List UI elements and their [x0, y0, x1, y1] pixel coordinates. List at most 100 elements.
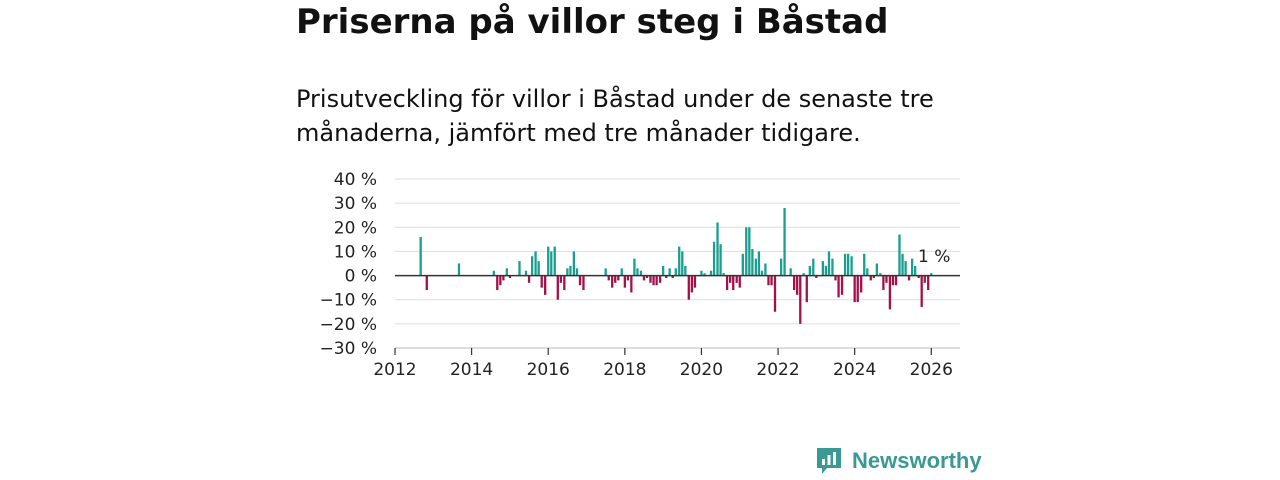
- bar: [805, 275, 808, 303]
- bar: [582, 275, 585, 291]
- bar: [563, 275, 566, 291]
- bar: [888, 275, 892, 310]
- bar: [502, 275, 505, 281]
- bar: [639, 270, 643, 276]
- y-tick-label: −30 %: [320, 339, 377, 359]
- bar: [770, 275, 773, 286]
- bar: [898, 234, 901, 276]
- x-tick-label: 2024: [833, 360, 876, 380]
- bar: [690, 275, 694, 293]
- bar: [607, 275, 610, 281]
- bar: [901, 253, 904, 276]
- newsworthy-chart-icon: [817, 448, 841, 474]
- bar: [674, 268, 677, 276]
- bar: [802, 273, 805, 276]
- bar: [843, 253, 847, 276]
- bar: [745, 227, 748, 276]
- bar: [914, 265, 917, 276]
- bar: [891, 275, 895, 286]
- bar: [709, 270, 713, 276]
- bar: [617, 275, 620, 281]
- y-tick-label: 0 %: [345, 267, 377, 287]
- bar: [550, 251, 553, 276]
- bar: [658, 275, 662, 283]
- bar: [930, 273, 933, 276]
- bar: [645, 275, 649, 278]
- bar: [748, 227, 751, 276]
- bar: [611, 275, 614, 288]
- bar: [684, 265, 687, 276]
- bar: [831, 258, 834, 276]
- bar: [789, 268, 792, 276]
- bar: [712, 241, 716, 276]
- bar: [537, 261, 540, 276]
- x-tick-label: 2016: [527, 360, 570, 380]
- bar: [623, 275, 626, 288]
- bar: [524, 270, 528, 276]
- bar: [860, 275, 863, 293]
- bar: [425, 275, 428, 291]
- bar: [760, 270, 764, 276]
- bar: [741, 253, 744, 276]
- y-tick-label: 30 %: [334, 194, 377, 214]
- bar: [910, 258, 914, 276]
- bar: [620, 268, 623, 276]
- bar: [681, 251, 684, 276]
- x-tick-label: 2014: [450, 360, 493, 380]
- brand-logo: Newsworthy: [815, 446, 982, 476]
- chart-subtitle: Prisutveckling för villor i Båstad under…: [296, 85, 934, 147]
- bar: [530, 256, 534, 276]
- bar: [553, 246, 556, 276]
- bar: [655, 275, 658, 286]
- chart-title: Priserna på villor steg i Båstad: [296, 2, 889, 42]
- bar: [636, 268, 639, 276]
- bar: [630, 275, 633, 293]
- bar: [824, 265, 828, 276]
- bar: [904, 261, 907, 276]
- bar: [732, 275, 735, 291]
- bar: [544, 275, 547, 295]
- bar: [920, 275, 923, 307]
- bar: [783, 207, 786, 276]
- bar: [866, 268, 869, 276]
- bar: [869, 275, 872, 281]
- bar: [492, 270, 495, 276]
- bar: [923, 275, 926, 283]
- x-tick-label: 2026: [910, 360, 953, 380]
- bar: [827, 251, 831, 276]
- bar: [840, 275, 844, 295]
- bar: [850, 256, 853, 276]
- y-tick-label: −20 %: [320, 315, 377, 335]
- bar: [652, 275, 655, 286]
- gridlines: [395, 178, 960, 349]
- bar: [882, 275, 885, 291]
- bar: [703, 273, 706, 276]
- bar: [614, 275, 617, 283]
- y-tick-label: −10 %: [320, 291, 377, 311]
- bar: [678, 246, 681, 276]
- bar: [671, 275, 674, 278]
- bar: [700, 270, 703, 276]
- bar: [569, 265, 572, 276]
- bar: [729, 275, 732, 283]
- bar: [834, 275, 837, 281]
- bar: [527, 275, 531, 283]
- bar: [735, 275, 738, 283]
- bar: [496, 275, 499, 291]
- bar: [863, 253, 866, 276]
- bar: [540, 275, 543, 288]
- x-tick-label: 2022: [756, 360, 799, 380]
- bar: [796, 275, 799, 295]
- bar: [725, 275, 729, 291]
- bar: [907, 275, 911, 281]
- y-tick-label: 20 %: [334, 218, 377, 238]
- bar: [821, 261, 825, 276]
- bar: [534, 251, 537, 276]
- bar: [457, 263, 461, 276]
- bar: [927, 275, 930, 291]
- bar: [872, 275, 875, 278]
- bar: [668, 268, 671, 276]
- bar: [879, 273, 882, 276]
- bar: [505, 268, 508, 276]
